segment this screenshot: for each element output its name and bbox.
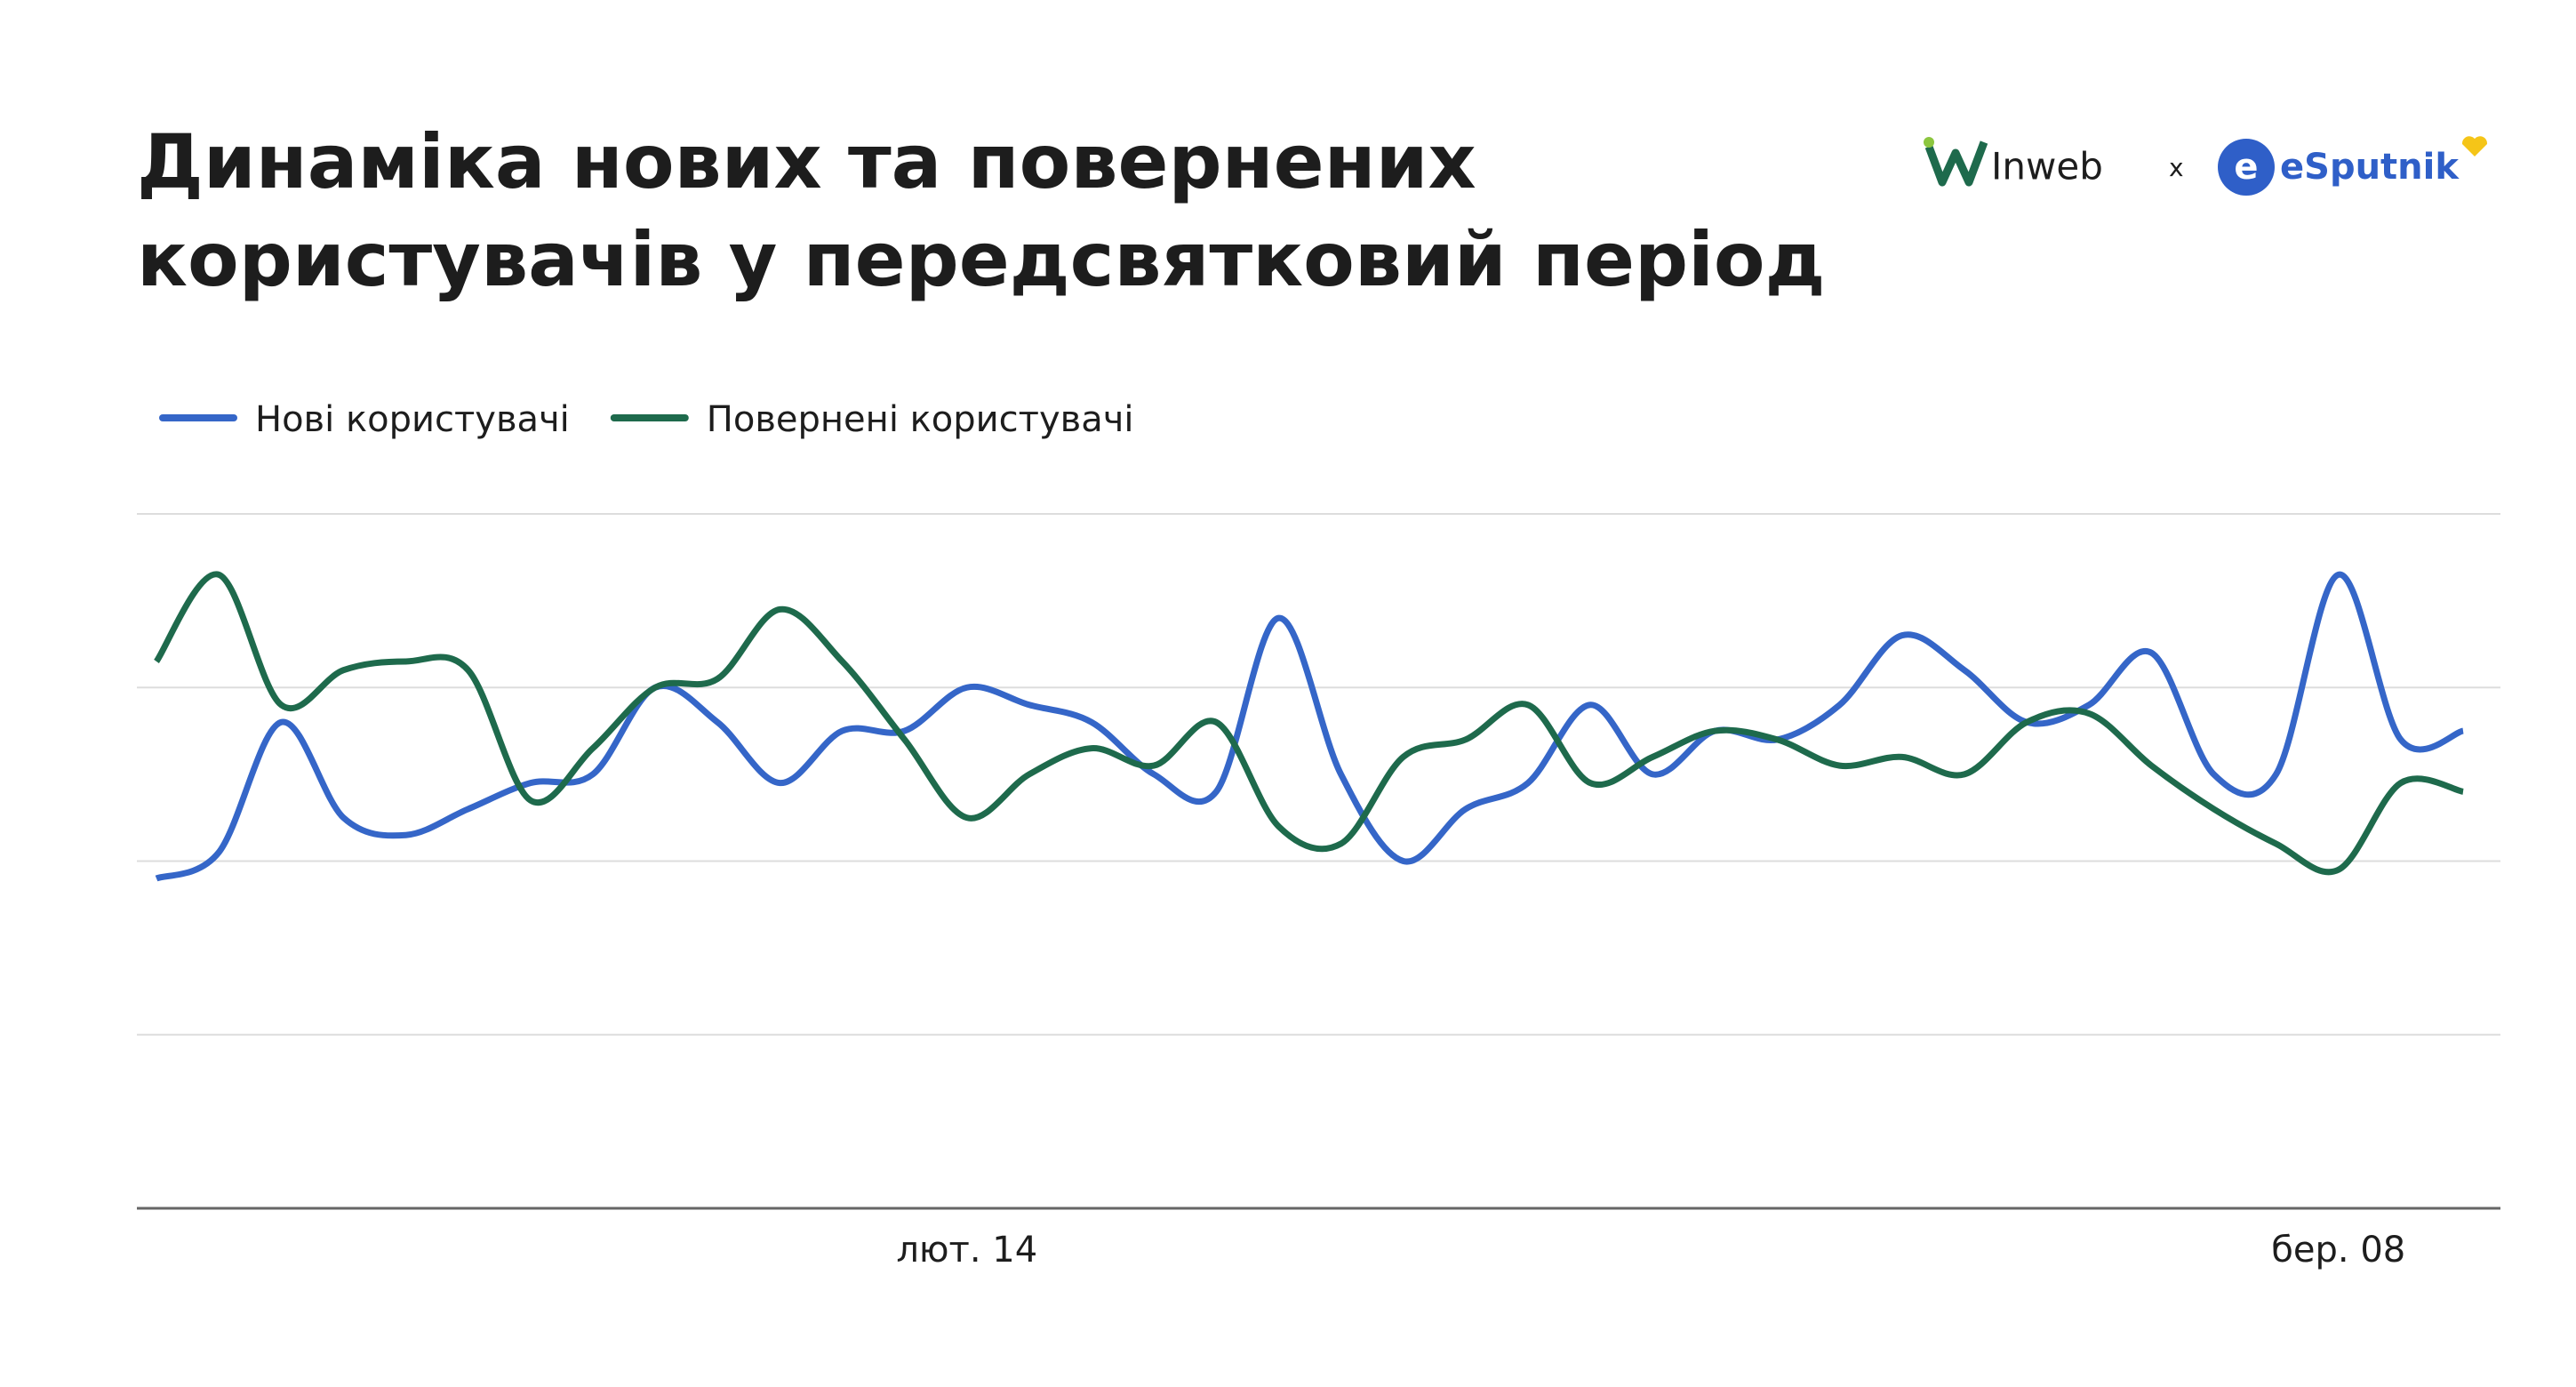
inweb-dot bbox=[1924, 137, 1934, 148]
x-tick-label: бер. 08 bbox=[2271, 1230, 2405, 1271]
series-line bbox=[154, 571, 2464, 876]
inweb-icon bbox=[1924, 140, 1988, 187]
esputnik-icon-letter: e bbox=[2234, 147, 2258, 188]
legend: Нові користувачі Повернені користувачі bbox=[159, 399, 1134, 440]
heart bbox=[2461, 136, 2488, 156]
series-line bbox=[155, 571, 2465, 882]
legend-label: Повернені користувачі bbox=[707, 399, 1134, 440]
esputnik-logo: e eSputnik bbox=[2218, 136, 2488, 196]
inweb-logo: Inweb bbox=[1924, 137, 2103, 188]
chart-title: Динаміка нових та повернених bbox=[137, 118, 1476, 205]
brand-right: eSputnik bbox=[2280, 147, 2460, 188]
brand-left: Inweb bbox=[1991, 145, 2103, 188]
esputnik-icon bbox=[2218, 139, 2275, 196]
chart-title: користувачів у передсвятковий період bbox=[137, 216, 1825, 303]
x-tick-label: лют. 14 bbox=[896, 1230, 1037, 1271]
legend-label: Нові користувачі bbox=[255, 399, 570, 440]
separator: x bbox=[2169, 153, 2184, 182]
